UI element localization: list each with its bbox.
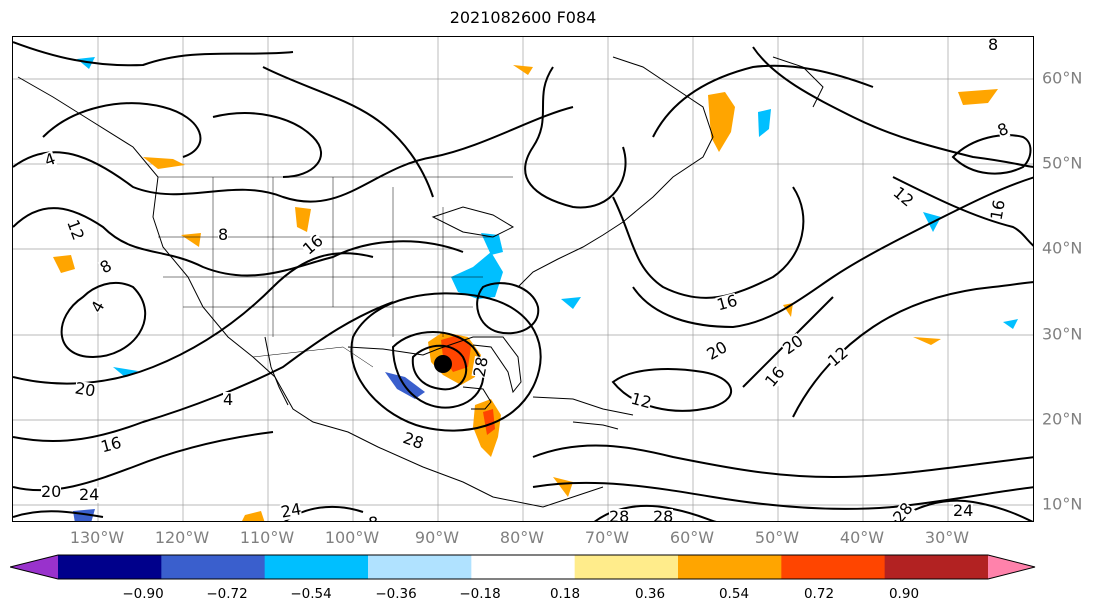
colorbar-tick: 0.72 [803, 586, 835, 602]
contour-lines [13, 41, 1033, 521]
colorbar-segment [884, 555, 989, 579]
contour-label: 8 [218, 225, 229, 244]
contour-label: 28 [469, 355, 492, 379]
lon-label: 60°W [669, 528, 715, 547]
contour-label: 8 [988, 36, 999, 54]
lon-label: 110°W [239, 528, 295, 547]
lon-label: 30°W [924, 528, 970, 547]
lon-label: 80°W [499, 528, 545, 547]
map-title: 2021082600 F084 [449, 8, 597, 27]
colorbar-segment [368, 555, 472, 579]
lon-label: 70°W [584, 528, 630, 547]
colorbar-extend-high [988, 555, 1035, 579]
contour-label: 28 [653, 509, 674, 521]
contour-label: 24 [279, 499, 303, 522]
contour-label: 24 [953, 501, 974, 520]
colorbar-segment [574, 555, 679, 579]
colorbar-segment [161, 555, 266, 579]
colorbar-segment [678, 555, 782, 579]
lon-label: 120°W [154, 528, 210, 547]
graticule [13, 37, 1033, 521]
colorbar-tick: −0.90 [122, 586, 164, 602]
contour-label: 28 [609, 509, 630, 521]
contour-label: 24 [79, 485, 100, 504]
lat-label: 40°N [1042, 238, 1083, 258]
colorbar-segment [781, 555, 886, 579]
lat-label: 50°N [1042, 153, 1083, 173]
colorbar-segment [58, 555, 162, 579]
colorbar-tick: −0.72 [206, 586, 248, 602]
lat-label: 60°N [1042, 68, 1083, 88]
contour-label: 20 [41, 482, 62, 501]
colorbar [10, 554, 1036, 580]
colorbar-tick: 0.36 [634, 586, 666, 602]
colorbar-tick: −0.18 [459, 586, 501, 602]
colorbar-tick: 0.54 [718, 586, 750, 602]
colorbar-tick: 0.18 [549, 586, 581, 602]
colorbar-tick: −0.36 [375, 586, 417, 602]
lat-label: 20°N [1042, 409, 1083, 429]
political-borders [158, 176, 513, 368]
storm-center-marker [434, 355, 452, 373]
lon-label: 100°W [324, 528, 380, 547]
colorbar-segment [264, 555, 369, 579]
contour-label: 8 [368, 515, 379, 521]
colorbar-tick: −0.54 [290, 586, 332, 602]
lon-label: 40°W [839, 528, 885, 547]
map-frame[interactable]: 4 4 4 8 8 8 8 8 12 12 12 12 16 16 16 16 … [12, 36, 1034, 522]
lon-label: 90°W [414, 528, 460, 547]
colorbar-segment [471, 555, 576, 579]
colorbar-extend-low [10, 555, 58, 579]
contour-label: 4 [223, 390, 234, 409]
lat-label: 10°N [1042, 494, 1083, 514]
lon-label: 50°W [754, 528, 800, 547]
contour-label: 20 [73, 378, 97, 401]
lat-label: 30°N [1042, 324, 1083, 344]
contour-label: 16 [986, 198, 1009, 222]
contour-label: 12 [629, 388, 654, 413]
lon-label: 130°W [69, 528, 125, 547]
colorbar-tick: 0.90 [888, 586, 920, 602]
map-canvas [13, 37, 1033, 521]
